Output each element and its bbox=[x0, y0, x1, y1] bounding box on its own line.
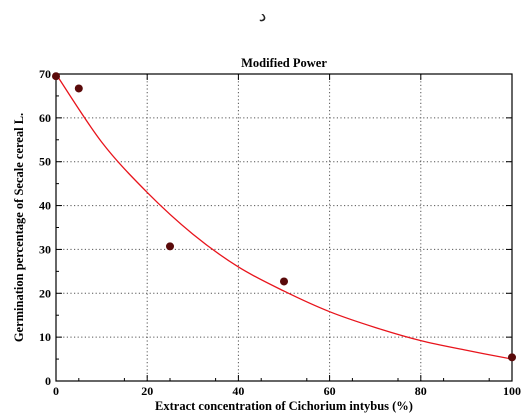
y-tick-label: 10 bbox=[39, 330, 51, 344]
data-point bbox=[166, 242, 174, 251]
data-point bbox=[52, 72, 60, 81]
y-tick-label: 20 bbox=[39, 286, 51, 300]
header-mark: د bbox=[258, 6, 267, 25]
fit-curve bbox=[55, 73, 513, 360]
axis-ticks bbox=[55, 73, 513, 382]
y-tick-label: 30 bbox=[39, 242, 51, 256]
x-tick-label: 0 bbox=[53, 384, 59, 398]
x-axis-label: Extract concentration of Cichorium intyb… bbox=[155, 399, 413, 413]
x-tick-label: 60 bbox=[324, 384, 336, 398]
y-tick-label: 50 bbox=[39, 155, 51, 169]
x-tick-label: 100 bbox=[503, 384, 521, 398]
y-tick-label: 40 bbox=[39, 199, 51, 213]
data-points bbox=[52, 72, 516, 362]
x-tick-label: 20 bbox=[141, 384, 153, 398]
y-tick-label: 70 bbox=[39, 67, 51, 81]
data-point bbox=[508, 353, 516, 362]
chart-title: Modified Power bbox=[241, 56, 327, 70]
y-tick-labels: 0 10 20 30 40 50 60 70 bbox=[39, 67, 51, 388]
x-tick-label: 80 bbox=[415, 384, 427, 398]
y-tick-label: 60 bbox=[39, 111, 51, 125]
data-point bbox=[74, 84, 83, 93]
y-axis-label: Germination percentage of Secale cereal … bbox=[12, 113, 26, 342]
y-tick-label: 0 bbox=[45, 374, 51, 388]
x-tick-label: 40 bbox=[232, 384, 244, 398]
plot-frame bbox=[55, 73, 513, 382]
grid-lines bbox=[56, 74, 512, 381]
x-tick-labels: 0 20 40 60 80 100 bbox=[53, 384, 521, 398]
data-point bbox=[280, 277, 288, 286]
